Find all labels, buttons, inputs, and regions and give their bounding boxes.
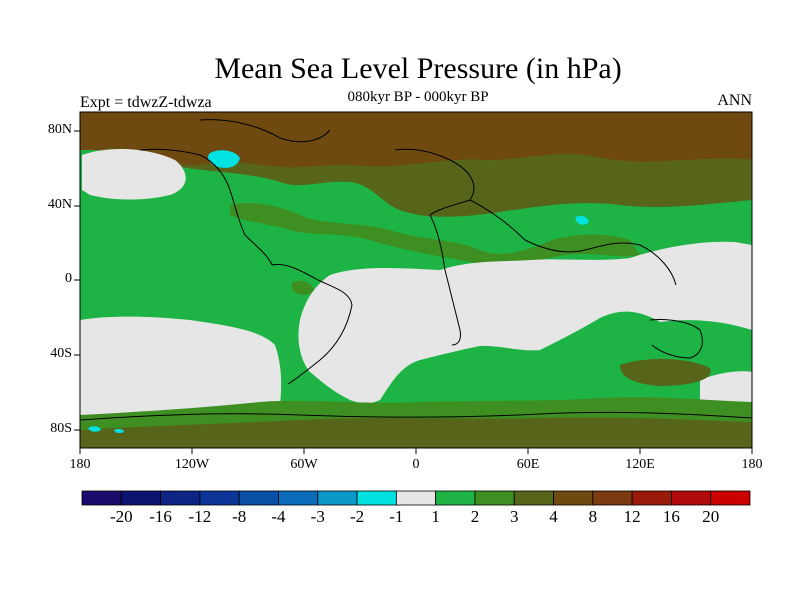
lat-label-40s: 40S xyxy=(50,346,72,361)
colorbar xyxy=(81,490,751,506)
colorbar-tick-label: 12 xyxy=(623,507,641,526)
lon-ticks xyxy=(79,448,753,454)
colorbar-tick-label: 3 xyxy=(509,507,519,526)
lon-label-180w: 180 xyxy=(69,457,91,472)
lon-label-0: 0 xyxy=(412,457,420,472)
colorbar-tick-label: -16 xyxy=(149,507,172,526)
colorbar-swatch xyxy=(278,490,319,506)
lat-label-40n: 40N xyxy=(47,197,72,212)
colorbar-tick-label: 4 xyxy=(549,507,558,526)
colorbar-tick-label: -12 xyxy=(188,507,212,526)
colorbar-tick-label: -20 xyxy=(109,507,133,526)
lon-label-60e: 60E xyxy=(516,457,540,472)
lon-label-120e: 120E xyxy=(625,457,655,472)
colorbar-swatch xyxy=(435,490,476,506)
lon-label-60w: 60W xyxy=(290,457,318,472)
colorbar-tick-label: -2 xyxy=(349,507,365,526)
coastlines xyxy=(80,119,752,421)
colorbar-tick-label: -3 xyxy=(310,507,325,526)
colorbar-swatch xyxy=(474,490,515,506)
colorbar-tick-label: -1 xyxy=(389,507,404,526)
colorbar-swatch xyxy=(81,490,122,506)
colorbar-swatch xyxy=(513,490,554,506)
experiment-label: Expt = tdwzZ-tdwza xyxy=(80,94,212,111)
lat-ticks xyxy=(74,130,80,431)
lon-label-180e: 180 xyxy=(741,457,763,472)
colorbar-swatch xyxy=(120,490,161,506)
colorbar-tick-label: 16 xyxy=(662,507,680,526)
colorbar-swatch xyxy=(671,490,712,506)
lat-label-0: 0 xyxy=(65,271,72,286)
colorbar-swatch xyxy=(317,490,358,506)
colorbar-tick-label: -8 xyxy=(232,507,247,526)
colorbar-tick-label: 20 xyxy=(702,507,720,526)
season-label: ANN xyxy=(717,92,752,109)
map-title: Mean Sea Level Pressure (in hPa) xyxy=(214,52,622,85)
lat-label-80n: 80N xyxy=(47,122,72,137)
pressure-field xyxy=(80,112,752,448)
colorbar-swatch xyxy=(160,490,201,506)
colorbar-tick-label: -4 xyxy=(271,507,286,526)
colorbar-swatch xyxy=(395,490,437,506)
colorbar-tick-label: 2 xyxy=(470,507,480,526)
colorbar-swatch xyxy=(199,490,240,506)
map-subtitle: 080kyr BP - 000kyr BP xyxy=(347,89,489,105)
colorbar-swatch xyxy=(553,490,594,506)
colorbar-tick-label: 8 xyxy=(588,507,598,526)
lon-label-120w: 120W xyxy=(174,457,210,472)
colorbar-swatch xyxy=(710,490,751,506)
colorbar-swatch xyxy=(592,490,633,506)
lat-label-80s: 80S xyxy=(50,421,72,436)
colorbar-tick-label: 1 xyxy=(431,507,440,526)
colorbar-swatch xyxy=(238,490,279,506)
colorbar-swatch xyxy=(631,490,672,506)
colorbar-swatch xyxy=(356,490,397,506)
